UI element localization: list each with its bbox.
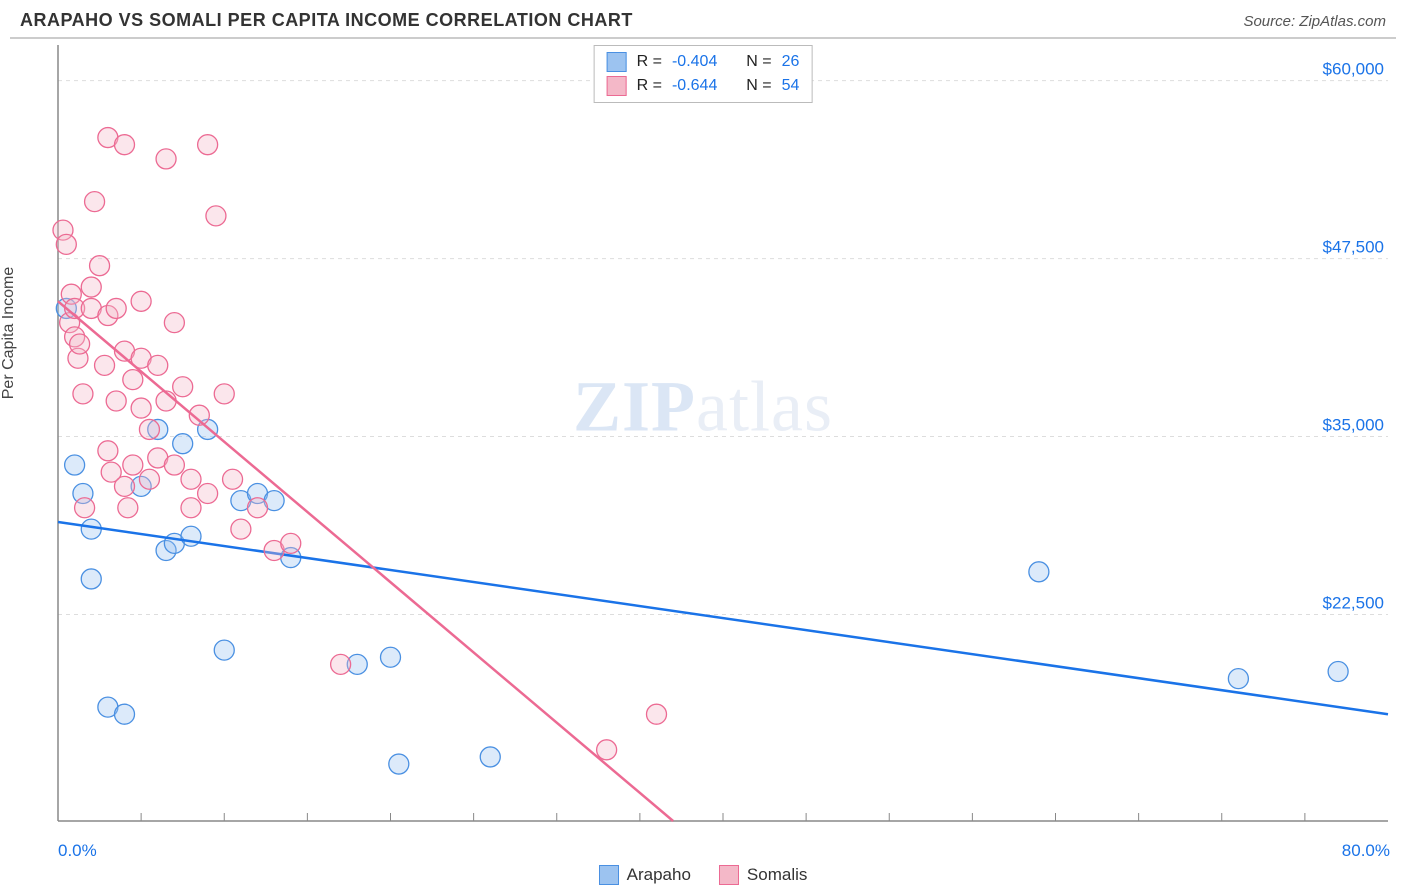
x-axis-labels: 0.0% 80.0% [10,839,1396,861]
stats-row-arapaho: R = -0.404 N = 26 [607,50,800,74]
svg-text:$47,500: $47,500 [1323,238,1384,257]
bottom-legend: Arapaho Somalis [10,865,1396,885]
svg-text:$60,000: $60,000 [1323,60,1384,79]
svg-text:$22,500: $22,500 [1323,594,1384,613]
x-start: 0.0% [58,841,97,861]
scatter-plot: $22,500 $35,000 $47,500 $60,000 [10,39,1396,839]
stats-row-somalis: R = -0.644 N = 54 [607,74,800,98]
chart-title: ARAPAHO VS SOMALI PER CAPITA INCOME CORR… [20,10,633,31]
y-axis-label: Per Capita Income [0,267,18,400]
chart-container: Per Capita Income ZIPatlas $22,500$35,00… [10,37,1396,839]
x-end: 80.0% [1342,841,1390,861]
svg-text:$35,000: $35,000 [1323,416,1384,435]
legend-item-somalis: Somalis [719,865,807,885]
source-label: Source: ZipAtlas.com [1243,13,1386,30]
swatch-arapaho [607,52,627,72]
swatch-arapaho-icon [599,865,619,885]
swatch-somalis-icon [719,865,739,885]
legend-item-arapaho: Arapaho [599,865,691,885]
swatch-somalis [607,76,627,96]
stats-legend-box: R = -0.404 N = 26 R = -0.644 N = 54 [594,45,813,103]
